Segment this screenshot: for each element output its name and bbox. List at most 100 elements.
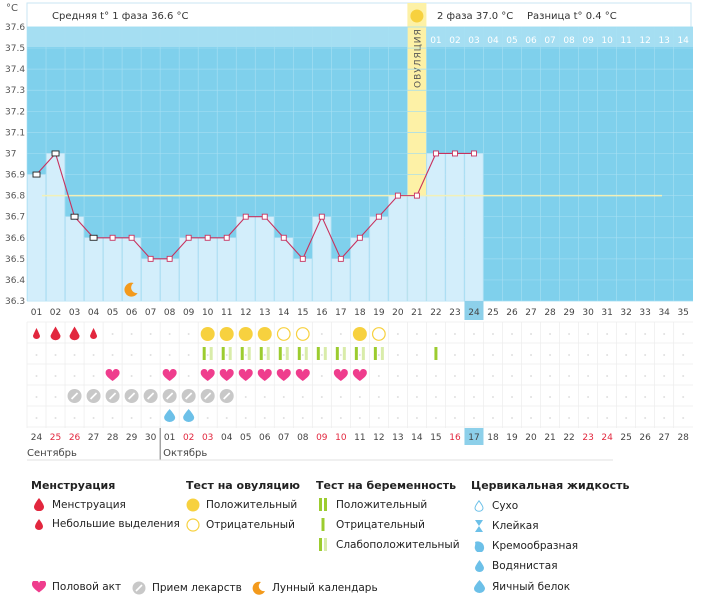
cycle-day-label: 10 bbox=[202, 308, 214, 318]
grid-dot bbox=[568, 354, 571, 356]
drop-big-icon bbox=[69, 326, 80, 341]
drop-outline-icon bbox=[468, 500, 490, 512]
cycle-day-label: 26 bbox=[506, 308, 518, 318]
date-label: 21 bbox=[544, 433, 555, 443]
phase2-average: 2 фаза 37.0 °C bbox=[437, 11, 513, 22]
grid-dot bbox=[644, 375, 647, 377]
grid-dot bbox=[73, 354, 76, 356]
grid-dot bbox=[206, 354, 209, 356]
heart-icon bbox=[105, 368, 120, 381]
temperature-point bbox=[70, 213, 79, 220]
temperature-point bbox=[375, 213, 382, 220]
grid-dot bbox=[282, 417, 285, 419]
cycle-day-label: 27 bbox=[525, 308, 536, 318]
heart-icon bbox=[28, 581, 50, 593]
grid-dot bbox=[320, 396, 323, 398]
date-label: 30 bbox=[145, 433, 157, 443]
grid-dot bbox=[663, 396, 666, 398]
grid-dot bbox=[644, 354, 647, 356]
drop-small-icon bbox=[90, 328, 98, 339]
egg-white-icon bbox=[468, 580, 490, 593]
date-label: 04 bbox=[221, 433, 233, 443]
cycle-day-label: 13 bbox=[259, 308, 270, 318]
temperature-line bbox=[36, 152, 474, 260]
grid-dot bbox=[415, 375, 418, 377]
cycle-day-label: 25 bbox=[487, 308, 498, 318]
grid-dot bbox=[301, 396, 304, 398]
temperature-point bbox=[432, 150, 439, 157]
grid-dot bbox=[644, 333, 647, 335]
grid-dot bbox=[587, 333, 590, 335]
grid-dot bbox=[549, 396, 552, 398]
grid-dot bbox=[263, 354, 266, 356]
temperature-point bbox=[413, 192, 420, 199]
temperature-point bbox=[185, 234, 192, 241]
water-drop-icon bbox=[468, 560, 490, 572]
grid-dot bbox=[434, 417, 437, 419]
heart-icon bbox=[200, 368, 215, 381]
legend-cervical-dry: Сухо bbox=[468, 500, 518, 512]
y-tick-label: 36.6 bbox=[5, 234, 25, 244]
date-label: 10 bbox=[335, 433, 347, 443]
date-label: 24 bbox=[601, 433, 613, 443]
phase2-day-label: 08 bbox=[563, 36, 575, 46]
grid-dot bbox=[339, 396, 342, 398]
grid-dot bbox=[568, 417, 571, 419]
legend-pregnancy-title: Тест на беременность bbox=[316, 479, 457, 492]
pill-stroke bbox=[89, 392, 98, 400]
grid-dot bbox=[530, 354, 533, 356]
ovulation-test-positive-icon bbox=[352, 327, 367, 341]
grid-dot bbox=[35, 375, 38, 377]
drop-big-icon bbox=[28, 498, 50, 511]
grid-dot bbox=[682, 417, 685, 419]
grid-dot bbox=[644, 417, 647, 419]
date-label: 08 bbox=[297, 433, 309, 443]
temperature-difference: Разница t° 0.4 °C bbox=[527, 11, 617, 22]
phase1-average: Средняя t° 1 фаза 36.6 °C bbox=[52, 11, 189, 22]
date-label: 03 bbox=[202, 433, 213, 443]
pregnancy-test-line bbox=[297, 347, 301, 360]
pregnancy-test-weak-icon bbox=[285, 347, 289, 360]
grid-dot bbox=[282, 354, 285, 356]
grid-dot bbox=[491, 354, 494, 356]
ovulation-test-positive-icon bbox=[257, 327, 272, 341]
grid-dot bbox=[54, 396, 57, 398]
date-label: 11 bbox=[354, 433, 365, 443]
cycle-day-label: 19 bbox=[373, 308, 385, 318]
legend-menstruation-title: Менструация bbox=[31, 479, 116, 492]
grid-dot bbox=[225, 354, 228, 356]
temperature-bar bbox=[369, 216, 389, 302]
temperature-bar bbox=[407, 195, 427, 302]
y-tick-label: 36.3 bbox=[5, 297, 25, 307]
phase2-day-label: 06 bbox=[525, 36, 537, 46]
ovulation-test-negative-icon bbox=[371, 327, 386, 341]
legend-cervical-watery-label: Водянистая bbox=[492, 560, 558, 572]
grid-dot bbox=[606, 375, 609, 377]
date-label: 24 bbox=[31, 433, 43, 443]
phase2-day-label: 10 bbox=[601, 36, 613, 46]
temperature-point bbox=[471, 150, 477, 157]
grid-dot bbox=[434, 333, 437, 335]
temperature-bar bbox=[426, 153, 446, 302]
ovulation-test-negative-icon bbox=[295, 327, 310, 341]
grid-dot bbox=[682, 396, 685, 398]
date-label: 01 bbox=[164, 433, 175, 443]
legend-pregnancy-weak: Слабоположительный bbox=[312, 538, 460, 551]
grid-dot bbox=[263, 417, 266, 419]
temperature-point bbox=[356, 234, 363, 241]
grid-dot bbox=[511, 375, 514, 377]
temperature-bar bbox=[84, 237, 103, 302]
pill-stroke bbox=[108, 392, 117, 400]
legend-pregnancy-negative-label: Отрицательный bbox=[336, 518, 425, 531]
temperature-point bbox=[204, 234, 211, 241]
pregnancy-test-weak-icon bbox=[266, 347, 270, 360]
grid-dot bbox=[168, 354, 171, 356]
phase2-day-label: 12 bbox=[639, 36, 650, 46]
date-label: 26 bbox=[69, 433, 81, 443]
phase2-day-label: 07 bbox=[544, 36, 555, 46]
phase2-day-label: 04 bbox=[487, 36, 499, 46]
grid-dot bbox=[187, 354, 190, 356]
cycle-day-label: 34 bbox=[658, 308, 670, 318]
pregnancy-test-line bbox=[278, 347, 282, 360]
phase2-day-label: 13 bbox=[658, 36, 669, 46]
